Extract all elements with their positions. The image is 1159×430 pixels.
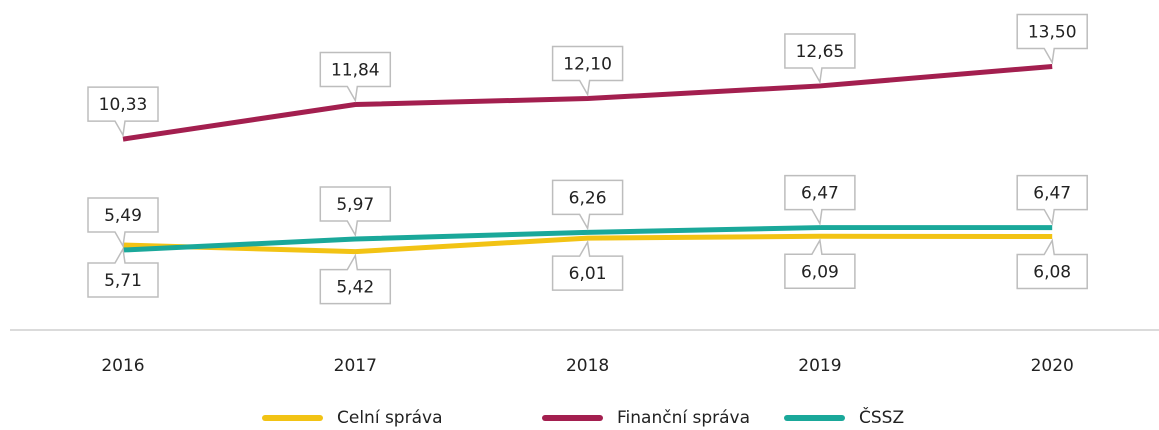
data-label-box bbox=[784, 238, 856, 290]
data-label: 12,65 bbox=[796, 42, 845, 62]
data-label: 6,47 bbox=[801, 184, 839, 204]
legend-label: Celní správa bbox=[337, 408, 443, 428]
data-label: 12,10 bbox=[563, 55, 612, 75]
data-label: 6,01 bbox=[569, 264, 607, 284]
data-label-box bbox=[1016, 174, 1088, 226]
data-label: 11,84 bbox=[331, 61, 380, 81]
x-tick-label: 2016 bbox=[101, 356, 144, 376]
legend-label: ČSSZ bbox=[859, 406, 904, 428]
data-label: 6,47 bbox=[1033, 184, 1071, 204]
data-label: 10,33 bbox=[99, 95, 148, 115]
data-label-box bbox=[551, 239, 624, 291]
data-label-box bbox=[319, 51, 392, 103]
data-label: 6,08 bbox=[1033, 263, 1071, 283]
data-label-box bbox=[87, 246, 159, 298]
data-label: 5,71 bbox=[104, 271, 142, 291]
data-label-box bbox=[87, 197, 159, 249]
data-label-box bbox=[1016, 13, 1088, 65]
data-label-box bbox=[319, 253, 392, 305]
series-line bbox=[122, 233, 1053, 255]
data-label-box bbox=[1016, 238, 1088, 290]
data-label-box bbox=[87, 86, 159, 138]
data-label-box bbox=[551, 179, 624, 231]
data-label: 5,97 bbox=[336, 195, 374, 215]
data-label-box bbox=[319, 186, 392, 238]
data-label: 13,50 bbox=[1028, 22, 1077, 42]
series-line bbox=[122, 225, 1053, 253]
x-tick-label: 2019 bbox=[798, 356, 841, 376]
data-label-box bbox=[551, 45, 624, 97]
x-tick-label: 2018 bbox=[566, 356, 609, 376]
data-label: 6,26 bbox=[569, 188, 607, 208]
data-label: 6,09 bbox=[801, 262, 839, 282]
data-label: 5,42 bbox=[336, 278, 374, 298]
legend-label: Finanční správa bbox=[617, 408, 750, 428]
data-label-box bbox=[784, 33, 856, 85]
x-tick-label: 2017 bbox=[334, 356, 377, 376]
series-line bbox=[122, 63, 1053, 142]
data-label-box bbox=[784, 174, 856, 226]
x-tick-label: 2020 bbox=[1031, 356, 1074, 376]
data-label: 5,49 bbox=[104, 206, 142, 226]
